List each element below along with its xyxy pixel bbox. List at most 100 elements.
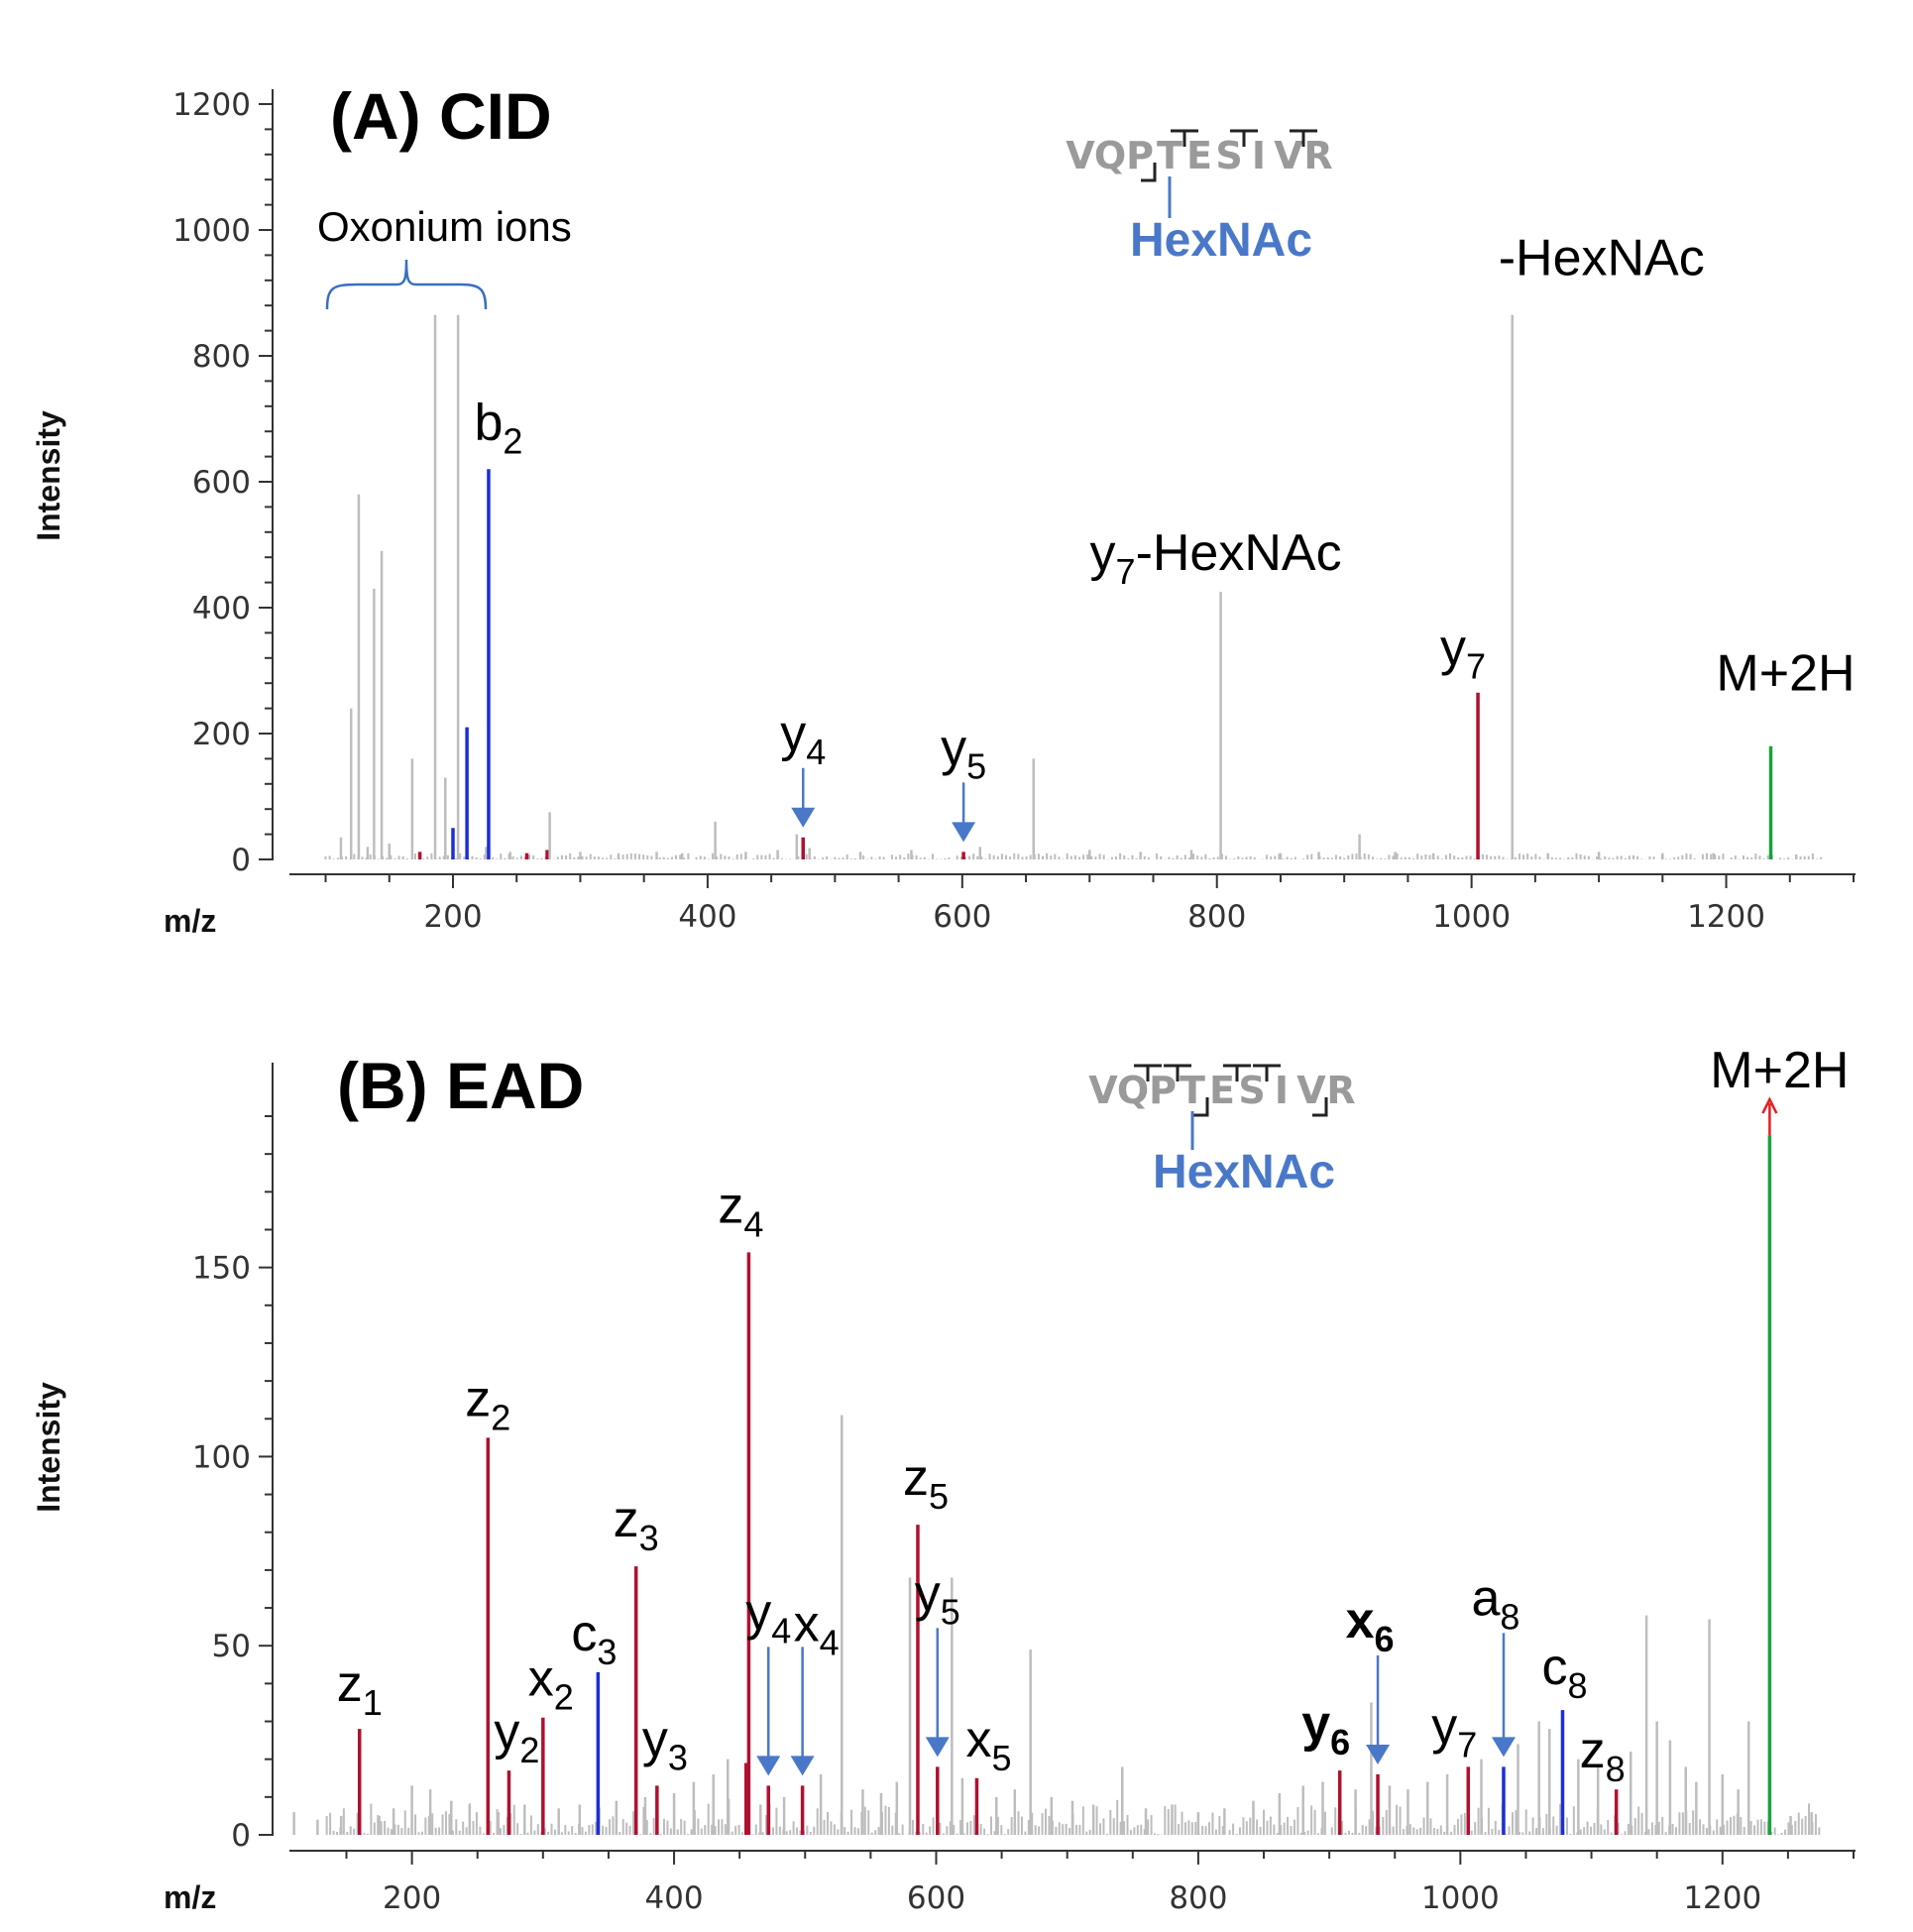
sequence-residue: Q (1094, 134, 1126, 177)
fragment-bracket (1312, 1097, 1328, 1117)
label-arrowhead (1491, 1737, 1516, 1758)
x-tick-label: 600 (933, 899, 991, 935)
x-tick-label: 600 (907, 1880, 965, 1916)
panel-a-x-ticks: 200 400 600 800 1000 1200 (324, 874, 1855, 935)
peak-label-y3: y3 (642, 1710, 688, 1777)
peak-label-z1: z1 (337, 1655, 383, 1723)
x-tick-label: 1200 (1687, 899, 1765, 935)
sequence-residue: I (1252, 134, 1266, 177)
peak-label-c3: c3 (571, 1605, 617, 1672)
panel-b-x-ticks: 200 400 600 800 1000 1200 (345, 1851, 1855, 1916)
peak-label-y7-loss: y7-HexNAc (1090, 524, 1342, 592)
y-tick-label: 0 (231, 1818, 251, 1854)
x-tick-label: 400 (678, 899, 736, 935)
sequence-residue: I (1275, 1069, 1289, 1112)
x-tick-label: 1200 (1683, 1880, 1761, 1916)
x-tick-label: 200 (383, 1880, 441, 1916)
peak-label-y5: y5 (941, 719, 986, 786)
label-arrowhead (756, 1756, 781, 1776)
x-tick-label: 800 (1187, 899, 1246, 935)
peak-label--HexNAc: -HexNAc (1499, 230, 1705, 287)
sequence-residue: V (1296, 1069, 1326, 1112)
label-arrowhead (790, 1756, 815, 1776)
peak-label-M+2H: M+2H (1710, 1042, 1849, 1099)
panel-b-y-label: Intensity (31, 1382, 66, 1513)
modification-label: HexNAc (1130, 214, 1312, 267)
peak-label-z2: z2 (465, 1370, 510, 1437)
peak-label-c8: c8 (1541, 1639, 1587, 1706)
panel-a-x-label: m/z (164, 903, 216, 939)
peak-label-M+2H: M+2H (1716, 645, 1855, 703)
sequence-residue: T (1157, 134, 1182, 177)
y-tick-label: 50 (212, 1629, 251, 1664)
x-tick-label: 1000 (1421, 1880, 1500, 1916)
precursor-arrowhead (1761, 1096, 1778, 1114)
peak-label-z8: z8 (1580, 1722, 1626, 1789)
label-arrowhead (952, 822, 976, 843)
sequence-residue: V (1066, 134, 1095, 177)
panel-b-x-label: m/z (164, 1879, 216, 1915)
y-tick-label: 0 (231, 843, 251, 878)
panel-a-peaks (324, 314, 1823, 859)
sequence-residue: V (1088, 1069, 1118, 1112)
panel-b-title: (B) EAD (337, 1049, 584, 1122)
panel-b-peaks (292, 1135, 1821, 1835)
peak-label-y7: y7 (1431, 1697, 1477, 1764)
sequence-residue: S (1238, 1069, 1265, 1112)
peak-label-z3: z3 (614, 1491, 659, 1558)
peak-label-y2: y2 (494, 1703, 539, 1770)
sequence-residue: Q (1117, 1069, 1149, 1112)
peak-label-a8: a8 (1472, 1569, 1520, 1637)
panel-a-peak-labels: b2 -HexNAc y7-HexNAc y7 M+2H y4 y5 (474, 230, 1856, 843)
y-tick-label: 1200 (172, 87, 251, 123)
sequence-residue: T (1180, 1069, 1205, 1112)
peak-label-x2: x2 (528, 1650, 574, 1718)
oxonium-ions-label: Oxonium ions (317, 203, 572, 250)
peak-label-z4: z4 (718, 1177, 763, 1244)
y-tick-label: 600 (192, 465, 251, 501)
panel-a-title: (A) CID (330, 79, 552, 153)
sequence-residue: E (1209, 1069, 1235, 1112)
y-tick-label: 1000 (172, 213, 251, 249)
label-arrowhead (925, 1737, 950, 1758)
peak-label-b2: b2 (474, 394, 522, 461)
fragment-bracket (1141, 163, 1157, 182)
sequence-residue: E (1186, 134, 1212, 177)
oxonium-ions-brace (325, 259, 488, 310)
y-tick-label: 200 (192, 717, 251, 752)
peak-label-y5: y5 (915, 1564, 960, 1632)
peak-label-y4: y4 (780, 705, 826, 772)
sequence-residue: V (1274, 134, 1303, 177)
modification-label: HexNAc (1153, 1146, 1335, 1198)
label-arrowhead (1366, 1744, 1391, 1764)
y-tick-label: 150 (192, 1251, 251, 1287)
panel-a-y-label: Intensity (31, 410, 66, 541)
y-tick-label: 100 (192, 1439, 251, 1475)
peak-label-x6: x6 (1346, 1592, 1395, 1659)
sequence-residue: P (1149, 1069, 1177, 1112)
panel-b-y-ticks: 0 50 100 150 (192, 1115, 273, 1854)
peak-label-z5: z5 (903, 1449, 949, 1517)
peak-label-y6: y6 (1301, 1695, 1350, 1762)
sequence-residue: R (1326, 1069, 1355, 1112)
peak-label-y7: y7 (1440, 620, 1486, 687)
x-tick-label: 800 (1169, 1880, 1227, 1916)
peak-label-y4: y4 (745, 1583, 791, 1650)
x-tick-label: 1000 (1432, 899, 1511, 935)
x-tick-label: 400 (644, 1880, 703, 1916)
x-tick-label: 200 (423, 899, 482, 935)
peak-label-x5: x5 (965, 1711, 1011, 1778)
label-arrowhead (791, 807, 816, 828)
sequence-residue: R (1303, 134, 1332, 177)
y-tick-label: 400 (192, 591, 251, 626)
panel-a-cid: 0 200 400 600 800 1000 1200 200 400 600 800 1000 12… (31, 79, 1856, 939)
sequence-residue: P (1126, 134, 1154, 177)
peak-label-x4: x4 (794, 1595, 840, 1662)
panel-a-y-ticks: 0 200 400 600 800 1000 1200 (172, 87, 273, 878)
y-tick-label: 800 (192, 339, 251, 375)
sequence-residue: S (1215, 134, 1242, 177)
